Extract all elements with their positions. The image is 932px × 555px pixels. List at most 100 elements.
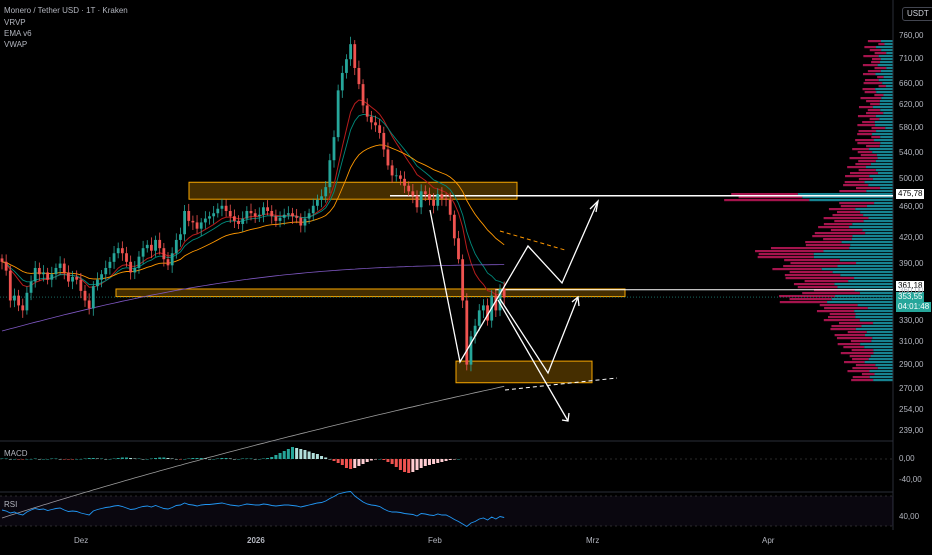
volume-profile-bar-down [844, 361, 865, 364]
macd-histogram-bar [224, 458, 228, 459]
candle-body [311, 205, 315, 214]
volume-profile-bar-up [864, 334, 893, 337]
volume-profile-bar-down [871, 61, 881, 64]
volume-profile-bar-up [881, 97, 893, 100]
candle-body [25, 292, 29, 311]
candle-body [436, 194, 440, 206]
volume-profile-bar-down [857, 133, 873, 136]
volume-profile-bar-up [857, 304, 893, 307]
volume-profile-bar-down [844, 181, 865, 184]
candle-body [469, 336, 473, 365]
macd-histogram-bar [42, 459, 45, 460]
volume-profile-bar-down [864, 91, 877, 94]
candle-body [129, 261, 133, 273]
macd-histogram-bar [145, 459, 149, 460]
candle-body [183, 210, 186, 235]
volume-profile-bar-down [790, 262, 857, 265]
chart-title: Monero / Tether USD · 1T · Kraken [4, 6, 128, 15]
candle-body [378, 125, 382, 133]
candle-body [307, 213, 311, 219]
volume-profile-bar-up [878, 79, 893, 82]
candle-body [162, 248, 166, 260]
candle-body [494, 295, 498, 311]
support-price-badge: 361,18 [896, 281, 925, 291]
candle-body [303, 218, 307, 226]
volume-profile-bar-up [880, 61, 893, 64]
macd-histogram-bar [415, 459, 419, 470]
macd-histogram-bar [199, 458, 203, 459]
volume-profile-bar-down [784, 274, 841, 277]
candle-body [320, 196, 323, 200]
macd-histogram-bar [349, 459, 353, 469]
volume-profile-bar-down [772, 268, 822, 271]
volume-profile-bar-down [871, 127, 886, 130]
volume-profile-bar-up [869, 148, 893, 151]
candle-body [67, 272, 70, 282]
candle-body [394, 175, 398, 177]
volume-profile-bar-up [834, 283, 893, 286]
volume-profile-bar-up [877, 367, 893, 370]
volume-profile-bar-down [874, 67, 887, 70]
candle-body [29, 281, 33, 293]
candle-body [54, 267, 58, 275]
volume-profile-bar-up [869, 370, 893, 373]
indicator-ema[interactable]: EMA v6 [4, 29, 32, 38]
volume-profile-bar-down [852, 358, 869, 361]
volume-profile-bar-up [861, 325, 893, 328]
volume-profile-bar-up [873, 322, 893, 325]
macd-histogram-bar [4, 458, 8, 459]
volume-profile-bar-up [879, 145, 893, 148]
volume-profile-bar-down [877, 76, 884, 79]
volume-profile-bar-down [845, 175, 870, 178]
candle-body [324, 187, 328, 197]
macd-histogram-bar [178, 459, 182, 460]
volume-profile-bar-up [882, 82, 893, 85]
volume-profile-bar-down [874, 52, 887, 55]
candle-body [233, 216, 236, 221]
macd-histogram-bar [336, 459, 340, 463]
macd-histogram-bar [66, 459, 70, 460]
volume-profile [724, 40, 893, 382]
volume-profile-bar-up [877, 64, 893, 67]
volume-profile-bar-down [852, 376, 870, 379]
macd-label: MACD [4, 449, 28, 458]
volume-profile-bar-down [847, 166, 867, 169]
volume-profile-bar-up [869, 175, 893, 178]
volume-profile-bar-up [883, 94, 893, 97]
volume-profile-bar-down [869, 118, 880, 121]
volume-profile-bar-down [818, 226, 850, 229]
currency-button[interactable]: USDT [902, 7, 932, 21]
candle-body [42, 272, 45, 275]
indicator-vrvp[interactable]: VRVP [4, 18, 26, 27]
price-tick-label: 540,00 [899, 147, 924, 157]
macd-histogram-bar [141, 459, 145, 460]
candle-body [46, 272, 50, 280]
candle-body [340, 72, 344, 91]
macd-histogram-bar [191, 458, 195, 459]
candle-body [104, 267, 108, 275]
volume-profile-bar-down [867, 109, 881, 112]
macd-histogram-bar [58, 459, 62, 460]
volume-profile-bar-down [864, 46, 877, 49]
volume-profile-bar-down [862, 121, 875, 124]
volume-profile-bar-up [874, 373, 893, 376]
volume-profile-bar-up [863, 220, 893, 223]
indicator-vwap[interactable]: VWAP [4, 40, 28, 49]
volume-profile-bar-down [855, 163, 871, 166]
volume-profile-bar-down [870, 103, 880, 106]
candle-body [170, 253, 174, 266]
volume-profile-bar-up [883, 112, 893, 115]
candle-body [365, 105, 369, 117]
candle-body [21, 305, 25, 311]
macd-histogram-bar [220, 458, 224, 459]
volume-profile-bar-up [813, 256, 893, 259]
volume-profile-bar-down [819, 304, 858, 307]
price-tick-label: 500,00 [899, 173, 924, 183]
volume-profile-bar-up [870, 355, 893, 358]
macd-histogram-bar [100, 458, 104, 459]
macd-histogram-bar [245, 458, 249, 459]
rsi-pane [0, 491, 893, 528]
macd-histogram-bar [261, 458, 265, 459]
